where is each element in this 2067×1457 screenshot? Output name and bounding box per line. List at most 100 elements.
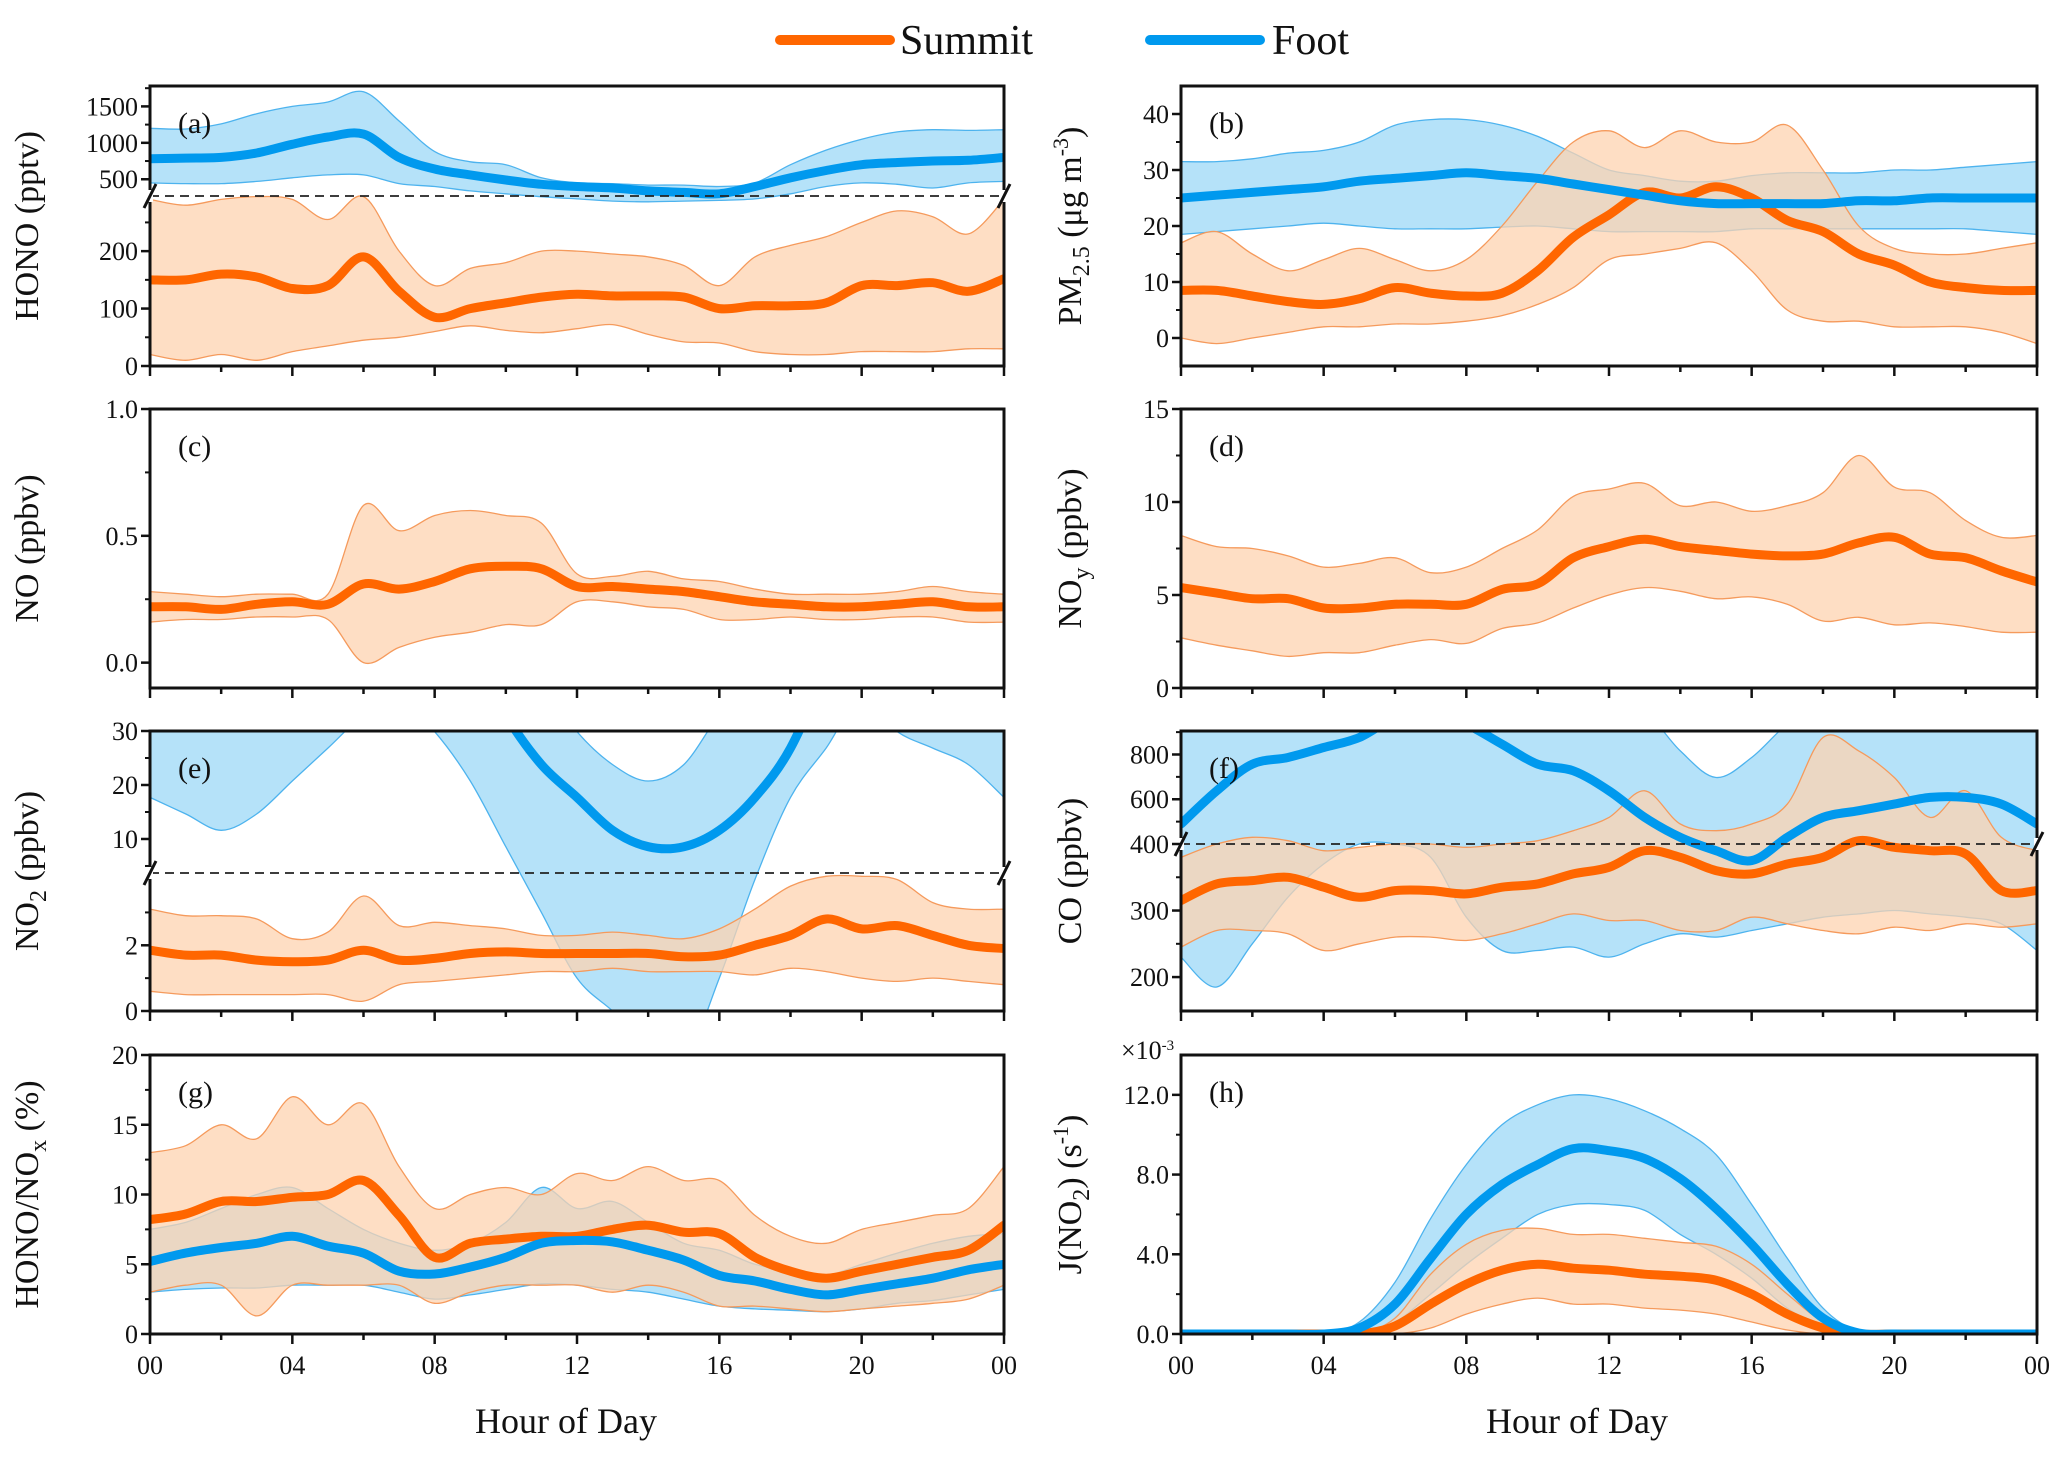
y-tick-label: 30 (112, 717, 138, 746)
y-tick-label: 2 (125, 931, 138, 960)
x-tick-label: 00 (1168, 1351, 1194, 1380)
summit-mean-line (150, 561, 1004, 614)
y-tick-label: 600 (1130, 785, 1169, 814)
panel-e: 0 2 10 20 30 (e) NO2 (ppbv) (9, 717, 1012, 1026)
summit-upper-bound (150, 195, 1004, 287)
plot-frame (148, 407, 1006, 690)
panel-label: (d) (1209, 430, 1244, 463)
panel-label: (b) (1209, 107, 1244, 140)
y-tick-label: 40 (1143, 100, 1169, 129)
plot-area (1181, 1094, 2037, 1334)
y-tick-label: 8.0 (1137, 1161, 1170, 1190)
axis-break-mark (996, 860, 1012, 886)
x-tick-label: 20 (849, 1351, 875, 1380)
summit-mean-line (1181, 1259, 2037, 1334)
x-tick-label: 04 (1311, 1351, 1337, 1380)
summit-upper-bound (150, 1096, 1004, 1245)
foot-range-band (150, 731, 1004, 1011)
legend-summit-label: Summit (900, 18, 1033, 64)
summit-range-band (1181, 1228, 2037, 1334)
summit-lower-bound (1181, 913, 2037, 952)
foot-range-band (1181, 1094, 2037, 1334)
foot-lower-bound (1181, 1202, 2037, 1334)
y-axis-label: NOy (ppbv) (1052, 468, 1095, 628)
axis-break-mark (2029, 831, 2045, 857)
legend-foot-label: Foot (1272, 18, 1349, 64)
summit-mean-line (1181, 835, 2037, 906)
foot-mean-line (1181, 1143, 2037, 1334)
x-tick-label: 16 (706, 1351, 732, 1380)
plot-area (1181, 454, 2037, 658)
summit-mean-line (1181, 182, 2037, 309)
y-tick-label: 10 (1143, 488, 1169, 517)
summit-lower-bound (1181, 241, 2037, 345)
x-axis-label-left: Hour of Day (475, 1401, 657, 1441)
plot-area (150, 502, 1004, 665)
panel-h: 00 04 08 12 16 20 000.04.08.012.0×10-3(h)J(NO2… (1048, 1036, 2050, 1380)
y-tick-label: 0 (1156, 324, 1169, 353)
x-tick-label: 08 (1453, 1351, 1479, 1380)
y-tick-label: 0 (125, 997, 138, 1026)
y-axis-label: NO2 (ppbv) (9, 791, 52, 951)
y-tick-label: 10 (112, 1181, 138, 1210)
y-tick-label: 400 (1130, 830, 1169, 859)
summit-mean-line (1181, 532, 2037, 614)
y-axis-label: J(NO2) (s-1) (1048, 1115, 1095, 1275)
summit-lower-bound (150, 599, 1004, 665)
y-tick-label: 0 (125, 352, 138, 381)
y-tick-label: 0.0 (106, 649, 139, 678)
summit-range-band (1181, 734, 2037, 951)
foot-mean-line (1181, 731, 2037, 866)
summit-mean-line (150, 914, 1004, 967)
foot-lower-bound (150, 731, 1004, 1011)
y-tick-label: 15 (112, 1111, 138, 1140)
x-tick-label: 12 (564, 1351, 590, 1380)
plot-area (150, 1096, 1004, 1317)
panel-label: (f) (1209, 752, 1239, 785)
summit-lower-bound (1181, 586, 2037, 658)
y-tick-label: 20 (1143, 212, 1169, 241)
foot-mean-line (150, 1231, 1004, 1300)
x-tick-label: 00 (991, 1351, 1017, 1380)
summit-upper-bound (150, 874, 1004, 941)
y-tick-label: 1500 (86, 92, 138, 121)
y-tick-label: 15 (1143, 395, 1169, 424)
panel-f: 200 300 600 800 400 (f) CO (ppbv) (1052, 729, 2045, 1021)
y-tick-label: 10 (1143, 268, 1169, 297)
summit-range-band (1181, 455, 2037, 657)
plot-area (150, 90, 1004, 361)
panel-label: (h) (1209, 1076, 1244, 1109)
y-tick-label: 800 (1130, 740, 1169, 769)
foot-mean-line (150, 128, 1004, 199)
summit-lower-bound (150, 1281, 1004, 1317)
x-tick-label: 00 (137, 1351, 163, 1380)
legend: Summit Foot (775, 18, 1349, 64)
y-tick-label: 1.0 (106, 395, 139, 424)
y-tick-label: 10 (112, 825, 138, 854)
y-tick-label: 0 (1156, 674, 1169, 703)
summit-upper-bound (1181, 1227, 2037, 1334)
x-axis-label-right: Hour of Day (1486, 1401, 1668, 1441)
foot-mean-line (510, 731, 805, 854)
panel-label: (c) (178, 430, 211, 463)
panel-label: (a) (178, 107, 211, 140)
y-tick-label: 30 (1143, 156, 1169, 185)
plot-area (150, 731, 1004, 1011)
y-tick-label: 5 (125, 1250, 138, 1279)
y-tick-label: 0.5 (106, 522, 139, 551)
foot-mean-line (1181, 168, 2037, 209)
y-tick-label: 500 (99, 165, 138, 194)
panel-b: 0 10 20 30 40 (b) PM2.5 (μg m-3) (1048, 84, 2039, 376)
y-tick-label: 12.0 (1124, 1081, 1170, 1110)
y-tick-label: 20 (112, 1041, 138, 1070)
summit-upper-bound (1181, 734, 2037, 858)
y-tick-label: 200 (1130, 963, 1169, 992)
summit-range-band (150, 1096, 1004, 1316)
y-axis-label: NO (ppbv) (9, 474, 46, 622)
y-tick-label: 20 (112, 771, 138, 800)
y-tick-label: 100 (99, 295, 138, 324)
summit-lower-bound (150, 967, 1004, 1003)
plot-area (1181, 731, 2037, 988)
x-tick-label: 08 (422, 1351, 448, 1380)
